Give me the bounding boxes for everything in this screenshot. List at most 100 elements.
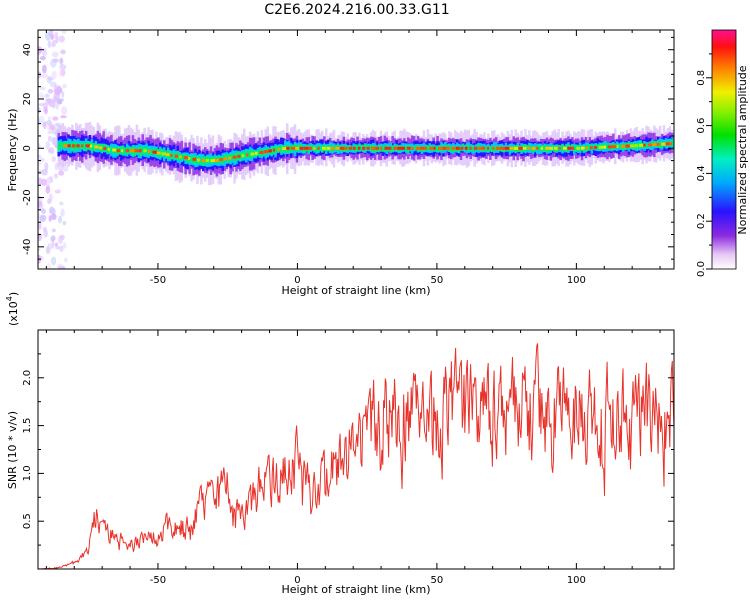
heatmap-cell (391, 145, 394, 153)
heatmap-core-cell (487, 146, 490, 150)
heatmap-cell (200, 158, 203, 165)
colorbar-tick-label: 0.4 (696, 165, 707, 181)
heatmap-core-cell (554, 146, 558, 150)
heatmap-noise-cell (44, 107, 48, 115)
heatmap-cell (360, 144, 363, 151)
heatmap-noise-cell (38, 143, 41, 149)
heatmap-core-cell (460, 146, 464, 150)
heatmap-noise-cell (57, 266, 64, 269)
heatmap-cell (75, 141, 78, 152)
heatmap-noise-cell (51, 70, 57, 80)
heatmap-noise-cell (40, 178, 48, 186)
heatmap-core-cell (612, 145, 617, 149)
heatmap-cell (231, 153, 234, 160)
heatmap-cell (617, 143, 621, 148)
heatmap-core-cell (357, 146, 361, 150)
heatmap-core-cell (545, 146, 550, 150)
heatmap-noise-cell (58, 35, 65, 43)
heatmap-core-cell (130, 149, 136, 153)
heatmap-cell (256, 150, 260, 156)
heatmap-core-cell (277, 147, 281, 151)
heatmap-cell (172, 152, 176, 158)
heatmap-noise-cell (43, 120, 47, 130)
heatmap-core-cell (536, 146, 539, 150)
heatmap-cell (141, 146, 144, 154)
heatmap-core-cell (219, 158, 224, 162)
heatmap-cell (82, 143, 86, 150)
heatmap-core-cell (478, 146, 483, 150)
heatmap-core-cell (299, 146, 304, 150)
heatmap-noise-cell (52, 40, 57, 44)
heatmap-noise-cell (61, 106, 68, 115)
snr-x-ticks: -50 0 50 100 (45, 330, 661, 586)
heatmap-y-label: Frequency (Hz) (6, 109, 19, 192)
heatmap-noise-cell (38, 247, 41, 251)
heatmap-noise-cell (54, 162, 59, 171)
heatmap-cell (325, 145, 328, 151)
heatmap-noise-cell (39, 86, 46, 91)
heatmap-cell (672, 140, 674, 146)
snr-x-tick-label: 50 (431, 575, 444, 586)
heatmap-cell (280, 145, 283, 153)
heatmap-core-cell (134, 149, 140, 153)
heatmap-core-cell (326, 146, 331, 150)
heatmap-core-cell (263, 150, 269, 154)
heatmap-core-cell (661, 142, 666, 146)
heatmap-y-tick-label: -20 (22, 189, 33, 205)
heatmap-cell (248, 151, 252, 159)
heatmap-core-cell (607, 145, 612, 149)
snr-multiplier-exp: 4 (5, 296, 14, 301)
heatmap-cell (110, 146, 113, 153)
heatmap-noise-cell (47, 98, 52, 105)
heatmap-noise-cell (47, 135, 53, 142)
heatmap-core-cell (313, 146, 316, 150)
heatmap-core-cell (567, 146, 572, 150)
heatmap-core-cell (192, 157, 197, 161)
heatmap-core-cell (665, 142, 670, 146)
heatmap-core-cell (406, 146, 411, 150)
heatmap-core-cell (442, 146, 447, 150)
heatmap-cell (575, 145, 578, 152)
heatmap-core-cell (558, 146, 561, 150)
snr-y-multiplier: (x104) (5, 292, 20, 326)
heatmap-cell (623, 143, 627, 150)
heatmap-cell (274, 146, 277, 154)
heatmap-noise-cell (44, 162, 49, 171)
heatmap-core-cell (76, 144, 80, 148)
heatmap-core-cell (473, 146, 478, 150)
heatmap-core-cell (455, 146, 460, 150)
heatmap-core-cell (72, 144, 76, 148)
heatmap-core-cell (518, 146, 523, 150)
snr-x-tick-label: 0 (294, 575, 300, 586)
heatmap-noise-cell (47, 130, 54, 135)
heatmap-core-cell (643, 143, 646, 147)
heatmap-core-cell (652, 143, 657, 147)
heatmap-core-cell (81, 144, 84, 148)
heatmap-cell (319, 146, 322, 151)
heatmap-core-cell (402, 146, 405, 150)
heatmap-core-cell (228, 156, 232, 160)
heatmap-noise-cell (47, 148, 52, 153)
heatmap-cell (190, 154, 193, 164)
heatmap-core-cell (429, 146, 434, 150)
colorbar-ticks: 0.0 0.2 0.4 0.6 0.8 (696, 53, 712, 277)
colorbar-tick-label: 0.2 (696, 213, 707, 229)
heatmap-core-cell (308, 146, 312, 150)
heatmap-cell (596, 144, 599, 151)
heatmap-core-cell (415, 146, 421, 150)
heatmap-core-cell (85, 144, 91, 148)
heatmap-core-cell (527, 146, 531, 150)
heatmap-x-tick-label: 100 (567, 275, 586, 286)
heatmap-cell (606, 144, 609, 149)
heatmap-noise-cell (42, 64, 47, 74)
heatmap-noise-cell (51, 213, 57, 220)
heatmap-core-cell (170, 153, 173, 157)
heatmap-noise-cell (54, 189, 62, 194)
heatmap-core-cell (634, 144, 638, 148)
heatmap-core-cell (433, 146, 436, 150)
heatmap-noise-cell (58, 58, 64, 64)
heatmap-noise-cell (50, 59, 57, 68)
heatmap-cell (61, 142, 64, 149)
snr-y-label: SNR (10 * v/v) (6, 411, 19, 489)
heatmap-core-cell (482, 146, 486, 150)
